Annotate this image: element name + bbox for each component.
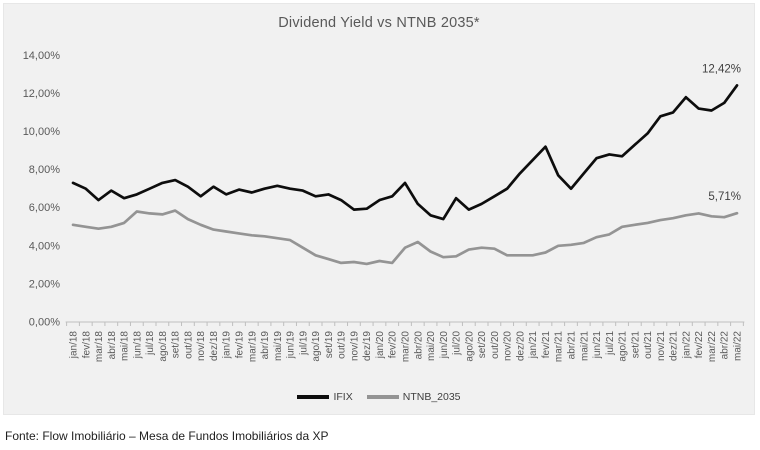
x-tick-label: mai/21 <box>579 331 590 361</box>
x-tick-label: mai/20 <box>426 331 437 361</box>
x-tick-label: abr/22 <box>720 331 731 360</box>
x-tick-label: out/20 <box>490 331 501 359</box>
x-tick-label: mai/18 <box>120 331 131 361</box>
x-tick-label: jul/21 <box>605 331 616 356</box>
x-tick-label: jul/18 <box>145 331 156 356</box>
x-tick-label: out/19 <box>337 331 348 359</box>
chart-panel: Dividend Yield vs NTNB 2035* 0,00% 2,00% 4… <box>3 3 755 415</box>
x-tick-label: jun/19 <box>286 331 297 360</box>
x-tick-label: out/21 <box>643 331 654 359</box>
y-tick-label: 2,00% <box>29 278 60 290</box>
y-tick-label: 0,00% <box>29 317 60 329</box>
y-tick-label: 4,00% <box>29 240 60 252</box>
x-tick-label: jun/21 <box>592 331 603 360</box>
x-tick-label: jan/20 <box>375 331 386 360</box>
ifix-line-swatch <box>297 395 330 399</box>
x-tick-label: mar/18 <box>94 331 105 363</box>
x-tick-label: nov/21 <box>656 331 667 361</box>
ntnb-line-swatch <box>366 395 399 399</box>
x-tick-label: abr/21 <box>566 331 577 360</box>
x-tick-label: mar/22 <box>707 331 718 363</box>
x-tick-label: fev/22 <box>694 331 705 359</box>
source-note: Fonte: Flow Imobiliário – Mesa de Fundos… <box>5 429 329 443</box>
x-tick-label: ago/18 <box>158 331 169 362</box>
legend-item-ifix: IFIX <box>297 391 353 403</box>
chart-title: Dividend Yield vs NTNB 2035* <box>278 15 480 31</box>
x-tick-label: set/19 <box>324 331 335 359</box>
x-tick-label: jan/18 <box>69 331 80 360</box>
x-tick-label: dez/21 <box>669 331 680 361</box>
x-tick-label: set/20 <box>477 331 488 359</box>
x-tick-label: out/18 <box>183 331 194 359</box>
ifix-end-label: 12,42% <box>702 63 741 75</box>
legend: IFIX NTNB_2035 <box>4 391 754 403</box>
x-tick-label: mar/19 <box>247 331 258 363</box>
x-tick-label: jul/19 <box>298 331 309 356</box>
x-tick-label: fev/18 <box>81 331 92 359</box>
legend-label-ifix: IFIX <box>333 391 353 403</box>
x-tick-label: abr/19 <box>260 331 271 360</box>
x-tick-label: fev/19 <box>234 331 245 359</box>
x-tick-label: dez/20 <box>515 331 526 361</box>
x-tick-label: nov/18 <box>196 331 207 361</box>
y-tick-label: 10,00% <box>23 126 61 138</box>
x-tick-label: jun/18 <box>132 331 143 360</box>
ntnb-2035-line <box>71 209 739 266</box>
y-tick-label: 14,00% <box>23 50 61 62</box>
x-tick-label: dez/19 <box>362 331 373 361</box>
x-tick-label: set/18 <box>171 331 182 359</box>
x-tick-label: mar/20 <box>400 331 411 363</box>
x-tick-label: set/21 <box>630 331 641 359</box>
x-tick-label: nov/19 <box>349 331 360 361</box>
x-tick-label: mai/22 <box>732 331 743 361</box>
ntnb-2035-end-label: 5,71% <box>708 191 741 203</box>
x-tick-label: fev/20 <box>388 331 399 359</box>
ifix-line <box>71 84 739 221</box>
x-tick-label: jan/22 <box>681 331 692 360</box>
x-tick-label: dez/18 <box>209 331 220 361</box>
y-tick-label: 12,00% <box>23 88 61 100</box>
x-tick-label: ago/21 <box>618 331 629 362</box>
plot-area: 0,00% 2,00% 4,00% 6,00% 8,00% 10,00% 12,00% 14,… <box>23 50 745 363</box>
y-tick-label: 8,00% <box>29 164 60 176</box>
legend-label-ntnb: NTNB_2035 <box>402 391 461 403</box>
legend-item-ntnb: NTNB_2035 <box>366 391 461 403</box>
x-tick-label: jul/20 <box>452 331 463 356</box>
x-tick-label: mar/21 <box>554 331 565 363</box>
x-tick-label: abr/18 <box>107 331 118 360</box>
x-tick-label: jun/20 <box>439 331 450 360</box>
x-tick-label: jan/21 <box>528 331 539 360</box>
x-tick-label: fev/21 <box>541 331 552 359</box>
x-tick-label: jan/19 <box>222 331 233 360</box>
x-tick-label: ago/19 <box>311 331 322 362</box>
x-tick-label: mai/19 <box>273 331 284 361</box>
y-tick-label: 6,00% <box>29 202 60 214</box>
x-tick-label: ago/20 <box>464 331 475 362</box>
x-tick-label: nov/20 <box>503 331 514 361</box>
x-tick-label: abr/20 <box>413 331 424 360</box>
